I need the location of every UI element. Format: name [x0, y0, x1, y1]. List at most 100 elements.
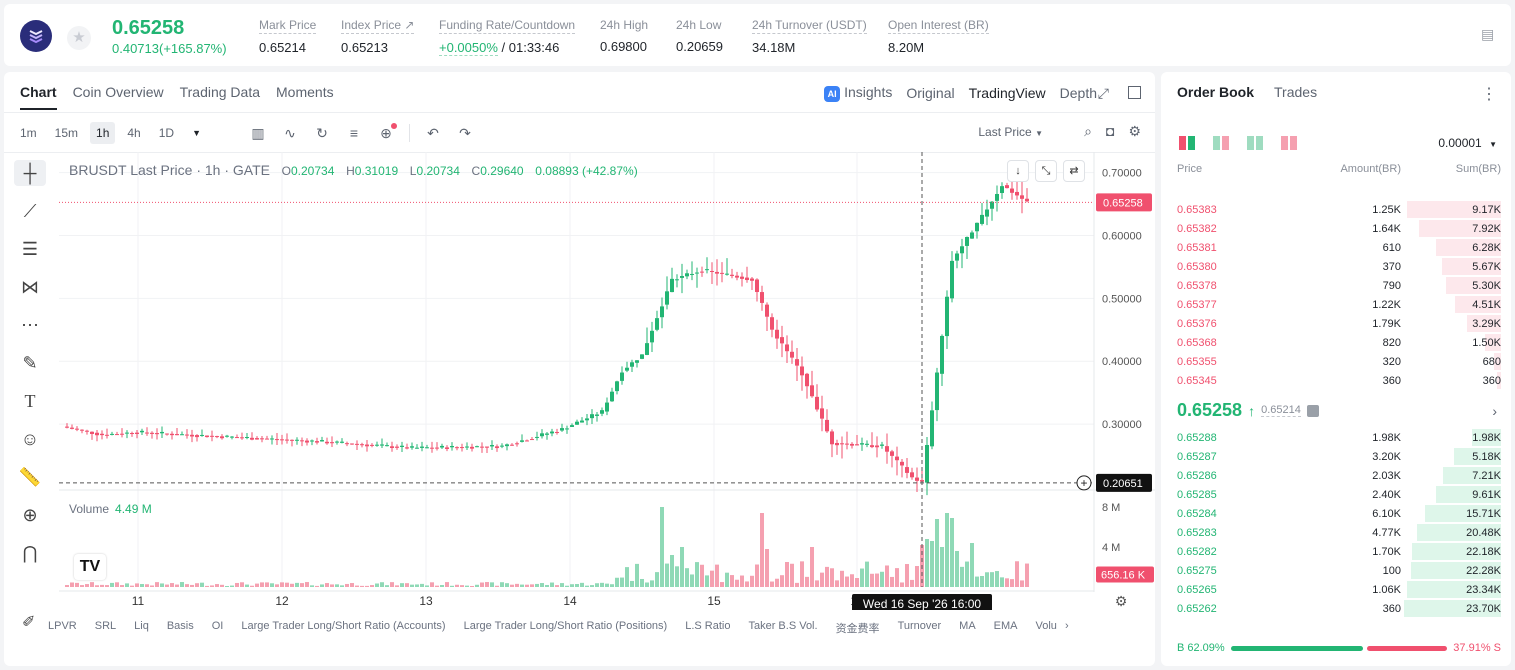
- gear-icon[interactable]: ⚙: [1128, 123, 1141, 139]
- bid-row[interactable]: 0.65275 100 22.28K: [1161, 561, 1511, 580]
- horizontal-lines-icon[interactable]: ☰: [21, 238, 39, 259]
- ruler-icon[interactable]: 📏: [18, 466, 42, 487]
- zoom-in-icon[interactable]: ⊕: [22, 504, 38, 525]
- bid-row[interactable]: 0.65284 6.10K 15.71K: [1161, 504, 1511, 523]
- pencil-icon[interactable]: ✐: [22, 614, 36, 631]
- crosshair-icon[interactable]: ┼: [14, 160, 46, 186]
- view-both-icon[interactable]: [1179, 136, 1195, 150]
- stat-label[interactable]: Index Price ↗: [341, 18, 415, 34]
- bid-row[interactable]: 0.65287 3.20K 5.18K: [1161, 447, 1511, 466]
- timeframe-15m[interactable]: 15m: [54, 126, 79, 140]
- indicator-turnover[interactable]: Turnover: [897, 620, 942, 632]
- swap-icon[interactable]: ⇄: [1063, 160, 1085, 182]
- chevron-right-icon[interactable]: ›: [1064, 620, 1069, 632]
- indicator-ls-ratio[interactable]: L.S Ratio: [685, 620, 731, 632]
- indicator-ema[interactable]: EMA: [993, 620, 1018, 632]
- ask-row[interactable]: 0.65378 790 5.30K: [1161, 276, 1511, 295]
- tab-insights[interactable]: AI Insights: [824, 84, 892, 102]
- ask-row[interactable]: 0.65381 610 6.28K: [1161, 238, 1511, 257]
- ask-row[interactable]: 0.65382 1.64K 7.92K: [1161, 219, 1511, 238]
- pattern-icon[interactable]: ⋈: [21, 276, 39, 297]
- funding-rate-value[interactable]: +0.0050%: [439, 40, 498, 56]
- emoji-icon[interactable]: ☺: [20, 428, 40, 449]
- indicators-icon[interactable]: ∿: [284, 125, 296, 141]
- view-asks-icon[interactable]: [1281, 136, 1297, 150]
- bid-row[interactable]: 0.65286 2.03K 7.21K: [1161, 466, 1511, 485]
- indicator-ls-accounts[interactable]: Large Trader Long/Short Ratio (Accounts): [241, 620, 446, 632]
- stat-label[interactable]: Mark Price: [259, 18, 317, 34]
- indicator-ls-positions[interactable]: Large Trader Long/Short Ratio (Positions…: [463, 620, 668, 632]
- indicator-liq[interactable]: Liq: [134, 620, 149, 632]
- indicator-funding-rate[interactable]: 资金费率: [835, 623, 880, 635]
- arrow-down-icon[interactable]: ↓: [1007, 160, 1029, 182]
- indicator-oi[interactable]: OI: [211, 620, 224, 632]
- ask-row[interactable]: 0.65368 820 1.50K: [1161, 333, 1511, 352]
- view-both-alt-icon[interactable]: [1213, 136, 1229, 150]
- ask-row[interactable]: 0.65380 370 5.67K: [1161, 257, 1511, 276]
- template-icon[interactable]: ≡: [349, 125, 359, 141]
- bid-row[interactable]: 0.65283 4.77K 20.48K: [1161, 523, 1511, 542]
- ask-row[interactable]: 0.65377 1.22K 4.51K: [1161, 295, 1511, 314]
- indicator-taker-vol[interactable]: Taker B.S Vol.: [748, 620, 818, 632]
- bid-row[interactable]: 0.65288 1.98K 1.98K: [1161, 428, 1511, 447]
- timeframe-1d[interactable]: 1D: [158, 126, 175, 140]
- indicator-lpvr[interactable]: LPVR: [48, 620, 77, 632]
- bid-row[interactable]: 0.65262 360 23.70K: [1161, 599, 1511, 618]
- bid-row[interactable]: 0.65265 1.06K 23.34K: [1161, 580, 1511, 599]
- indicator-ma[interactable]: MA: [959, 620, 976, 632]
- brush-icon[interactable]: ✎: [22, 352, 38, 373]
- candlestick-chart[interactable]: 1112131415160.700000.600000.500000.40000…: [59, 152, 1155, 610]
- collapse-icon[interactable]: ⤡: [1035, 160, 1057, 182]
- stat-label[interactable]: 24h Turnover (USDT): [752, 18, 867, 34]
- bid-row[interactable]: 0.65285 2.40K 9.61K: [1161, 485, 1511, 504]
- search-icon[interactable]: ⌕: [1084, 123, 1092, 139]
- book-icon[interactable]: ▤: [1481, 26, 1495, 42]
- tab-original[interactable]: Original: [906, 85, 955, 101]
- stat-label[interactable]: Open Interest (BR): [888, 18, 989, 34]
- redo-icon[interactable]: ↷: [459, 125, 471, 141]
- tab-chart[interactable]: Chart: [20, 84, 57, 110]
- chevron-right-icon[interactable]: ›: [1492, 402, 1497, 419]
- more-icon[interactable]: ⋮: [1481, 86, 1497, 103]
- timeframe-1h[interactable]: 1h: [90, 122, 116, 144]
- camera-icon[interactable]: ◘: [1105, 123, 1115, 139]
- replay-icon[interactable]: ↻: [316, 125, 328, 141]
- indicator-basis[interactable]: Basis: [166, 620, 194, 632]
- volume-bar: [210, 585, 214, 587]
- tab-depth[interactable]: Depth: [1059, 85, 1097, 101]
- timeframe-1m[interactable]: 1m: [20, 126, 37, 140]
- window-icon[interactable]: [1128, 86, 1141, 99]
- x-tick-label: 12: [275, 594, 289, 608]
- magnet-icon[interactable]: ⋂: [22, 542, 38, 563]
- tab-trades[interactable]: Trades: [1274, 84, 1318, 100]
- tab-order-book[interactable]: Order Book: [1177, 84, 1255, 100]
- ask-row[interactable]: 0.65376 1.79K 3.29K: [1161, 314, 1511, 333]
- tab-tradingview[interactable]: TradingView: [968, 85, 1046, 101]
- favorite-star-icon[interactable]: ★: [67, 26, 91, 50]
- trend-line-icon[interactable]: ⟋: [23, 200, 37, 221]
- order-amount: 1.70K: [1372, 545, 1401, 558]
- precision-select[interactable]: 0.00001 ▼: [1438, 136, 1497, 150]
- price-source-select[interactable]: Last Price ▼: [978, 125, 1043, 139]
- undo-icon[interactable]: ↶: [427, 125, 439, 141]
- tab-trading-data[interactable]: Trading Data: [179, 84, 261, 100]
- text-icon[interactable]: T: [24, 390, 36, 411]
- ask-row[interactable]: 0.65355 320 680: [1161, 352, 1511, 371]
- indicator-volume[interactable]: Volu: [1035, 620, 1057, 632]
- indicator-srl[interactable]: SRL: [94, 620, 117, 632]
- tab-moments[interactable]: Moments: [276, 84, 334, 100]
- candle-body: [755, 279, 759, 293]
- view-bids-icon[interactable]: [1247, 136, 1263, 150]
- add-alert-icon[interactable]: ⊕: [377, 123, 397, 142]
- fib-icon[interactable]: ⋯: [21, 314, 39, 335]
- expand-icon[interactable]: ⤢: [1097, 85, 1109, 101]
- ask-row[interactable]: 0.65383 1.25K 9.17K: [1161, 200, 1511, 219]
- timeframe-4h[interactable]: 4h: [127, 126, 141, 140]
- stat-label[interactable]: Funding Rate/Countdown: [439, 18, 576, 34]
- ask-row[interactable]: 0.65345 360 360: [1161, 371, 1511, 390]
- tab-coin-overview[interactable]: Coin Overview: [72, 84, 164, 100]
- candle-type-icon[interactable]: ▥: [251, 125, 265, 141]
- mid-price-row[interactable]: 0.65258 ↑ 0.65214 ›: [1177, 400, 1497, 421]
- bid-row[interactable]: 0.65282 1.70K 22.18K: [1161, 542, 1511, 561]
- timeframe-dropdown-icon[interactable]: ▼: [192, 128, 201, 138]
